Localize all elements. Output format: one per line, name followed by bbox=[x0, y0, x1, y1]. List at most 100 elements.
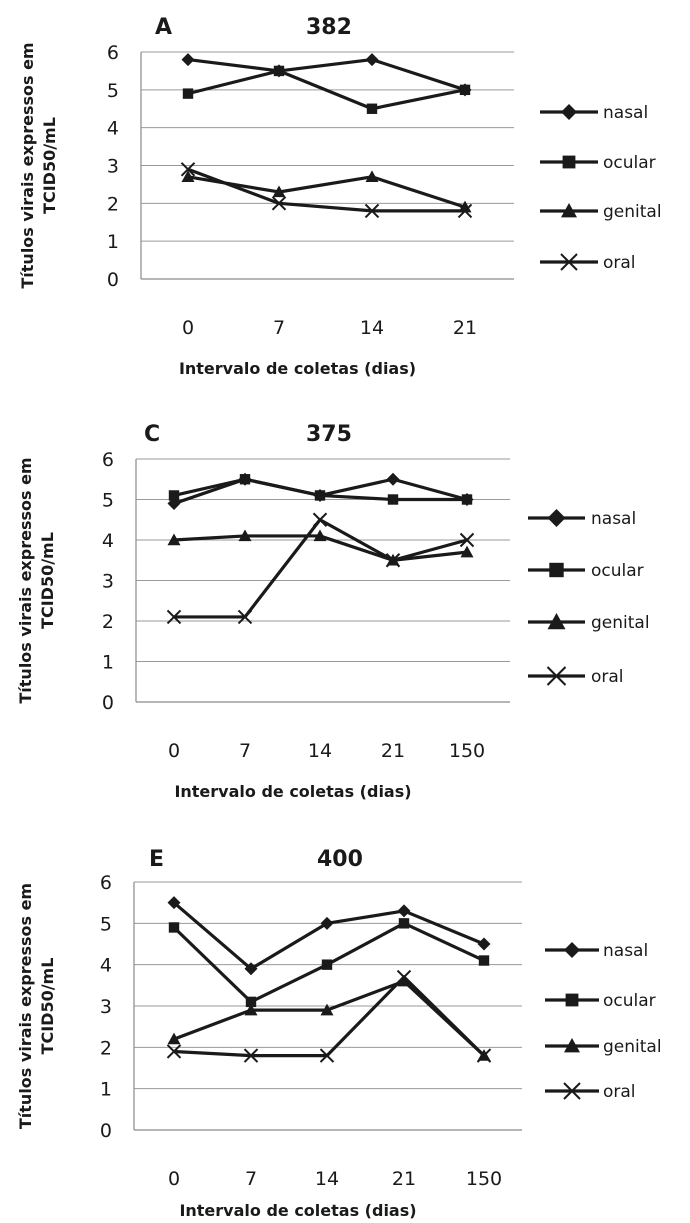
y-tick-label: 2 bbox=[100, 1037, 112, 1059]
data-point-genital bbox=[167, 533, 181, 546]
legend-marker-nasal bbox=[564, 942, 580, 958]
y-tick-label: 5 bbox=[107, 80, 119, 102]
legend-marker-nasal bbox=[561, 104, 577, 120]
data-point-oral bbox=[237, 609, 253, 625]
legend-label: oral bbox=[591, 667, 624, 687]
data-point-genital bbox=[167, 1032, 181, 1045]
data-point-ocular bbox=[459, 84, 471, 96]
y-axis-title: Títulos virais expressos em TCID50/mL bbox=[16, 457, 57, 703]
series-ocular bbox=[168, 474, 473, 505]
series-genital bbox=[181, 170, 472, 213]
series-genital bbox=[167, 974, 491, 1061]
data-point-ocular bbox=[273, 65, 285, 77]
x-tick-label: 150 bbox=[466, 1168, 502, 1190]
legend-item-ocular: ocular bbox=[540, 153, 656, 173]
data-point-oral bbox=[243, 1048, 259, 1063]
series-line-oral bbox=[187, 167, 465, 213]
x-axis-title: Intervalo de coletas (dias) bbox=[174, 782, 411, 801]
data-point-ocular bbox=[321, 959, 333, 970]
panel-label: C bbox=[144, 422, 160, 447]
series-nasal bbox=[167, 896, 491, 976]
x-tick-label: 21 bbox=[381, 740, 405, 762]
y-tick-label: 0 bbox=[102, 692, 114, 714]
x-tick-label: 7 bbox=[245, 1168, 257, 1190]
data-point-nasal bbox=[167, 896, 181, 910]
legend-label: nasal bbox=[591, 509, 636, 529]
data-point-ocular bbox=[366, 103, 378, 114]
legend-item-nasal: nasal bbox=[545, 941, 648, 961]
x-tick-label: 0 bbox=[182, 317, 194, 339]
legend-label: ocular bbox=[603, 991, 656, 1011]
legend-label: oral bbox=[603, 253, 636, 273]
chart-title: 382 bbox=[306, 15, 352, 40]
data-point-ocular bbox=[168, 922, 180, 933]
y-tick-label: 5 bbox=[102, 490, 114, 512]
y-tick-label: 2 bbox=[107, 193, 119, 215]
data-point-ocular bbox=[398, 918, 410, 929]
y-tick-label: 1 bbox=[100, 1079, 112, 1101]
legend-item-nasal: nasal bbox=[540, 103, 648, 123]
legend-label: genital bbox=[603, 202, 662, 222]
data-point-nasal bbox=[397, 904, 411, 918]
legend-item-genital: genital bbox=[540, 202, 662, 222]
data-point-ocular bbox=[182, 88, 194, 99]
x-tick-label: 21 bbox=[392, 1168, 416, 1190]
data-point-ocular bbox=[168, 490, 180, 501]
legend-marker-genital bbox=[547, 613, 566, 630]
data-point-oral bbox=[396, 969, 412, 985]
legend-marker-oral bbox=[560, 253, 578, 271]
legend: nasal ocular genital oral bbox=[545, 941, 662, 1102]
data-point-ocular bbox=[239, 474, 251, 485]
data-point-nasal bbox=[365, 53, 379, 67]
data-point-genital bbox=[460, 545, 474, 558]
legend-label: ocular bbox=[591, 561, 644, 581]
data-point-genital bbox=[244, 1003, 258, 1016]
legend-marker-ocular bbox=[562, 155, 576, 169]
legend-label: ocular bbox=[603, 153, 656, 173]
x-tick-label: 0 bbox=[168, 1168, 180, 1190]
x-tick-label: 7 bbox=[239, 740, 251, 762]
y-tick-label: 3 bbox=[107, 156, 119, 178]
legend-label: genital bbox=[603, 1037, 662, 1057]
legend: nasal ocular genital oral bbox=[528, 509, 650, 687]
data-point-nasal bbox=[386, 472, 400, 486]
panel-label: A bbox=[155, 15, 172, 40]
legend-item-genital: genital bbox=[528, 613, 650, 633]
data-point-genital bbox=[238, 529, 252, 542]
legend-marker-ocular bbox=[565, 993, 579, 1007]
legend-item-nasal: nasal bbox=[528, 509, 636, 529]
data-point-oral bbox=[476, 1048, 492, 1063]
legend-label: nasal bbox=[603, 103, 648, 123]
series-ocular bbox=[182, 65, 471, 114]
data-point-nasal bbox=[181, 53, 195, 67]
series-line-ocular bbox=[187, 69, 466, 111]
data-point-oral bbox=[364, 203, 380, 219]
data-point-genital bbox=[272, 185, 286, 198]
series-oral bbox=[166, 512, 475, 625]
data-point-genital bbox=[313, 529, 327, 542]
data-point-oral bbox=[271, 196, 287, 211]
data-point-ocular bbox=[461, 494, 473, 505]
legend-marker-oral bbox=[563, 1082, 581, 1100]
legend-item-ocular: ocular bbox=[545, 991, 656, 1011]
series-line-genital bbox=[173, 979, 486, 1057]
x-tick-label: 14 bbox=[308, 740, 332, 762]
data-point-ocular bbox=[245, 996, 257, 1008]
x-tick-label: 150 bbox=[449, 740, 485, 762]
y-tick-label: 6 bbox=[102, 449, 114, 471]
legend-marker-genital bbox=[561, 203, 577, 218]
x-tick-label: 14 bbox=[360, 317, 384, 339]
data-point-nasal bbox=[320, 916, 334, 930]
chart-title: 400 bbox=[317, 847, 363, 872]
data-point-oral bbox=[312, 512, 328, 527]
legend-item-ocular: ocular bbox=[528, 561, 644, 581]
x-tick-label: 14 bbox=[315, 1168, 339, 1190]
data-point-oral bbox=[319, 1048, 335, 1063]
data-point-genital bbox=[365, 170, 379, 183]
x-tick-label: 0 bbox=[168, 740, 180, 762]
data-point-oral bbox=[180, 162, 196, 177]
series-line-genital bbox=[187, 175, 466, 209]
y-axis-title: Títulos virais expressos em TCID50/mL bbox=[18, 42, 59, 288]
x-axis-title: Intervalo de coletas (dias) bbox=[179, 359, 416, 378]
